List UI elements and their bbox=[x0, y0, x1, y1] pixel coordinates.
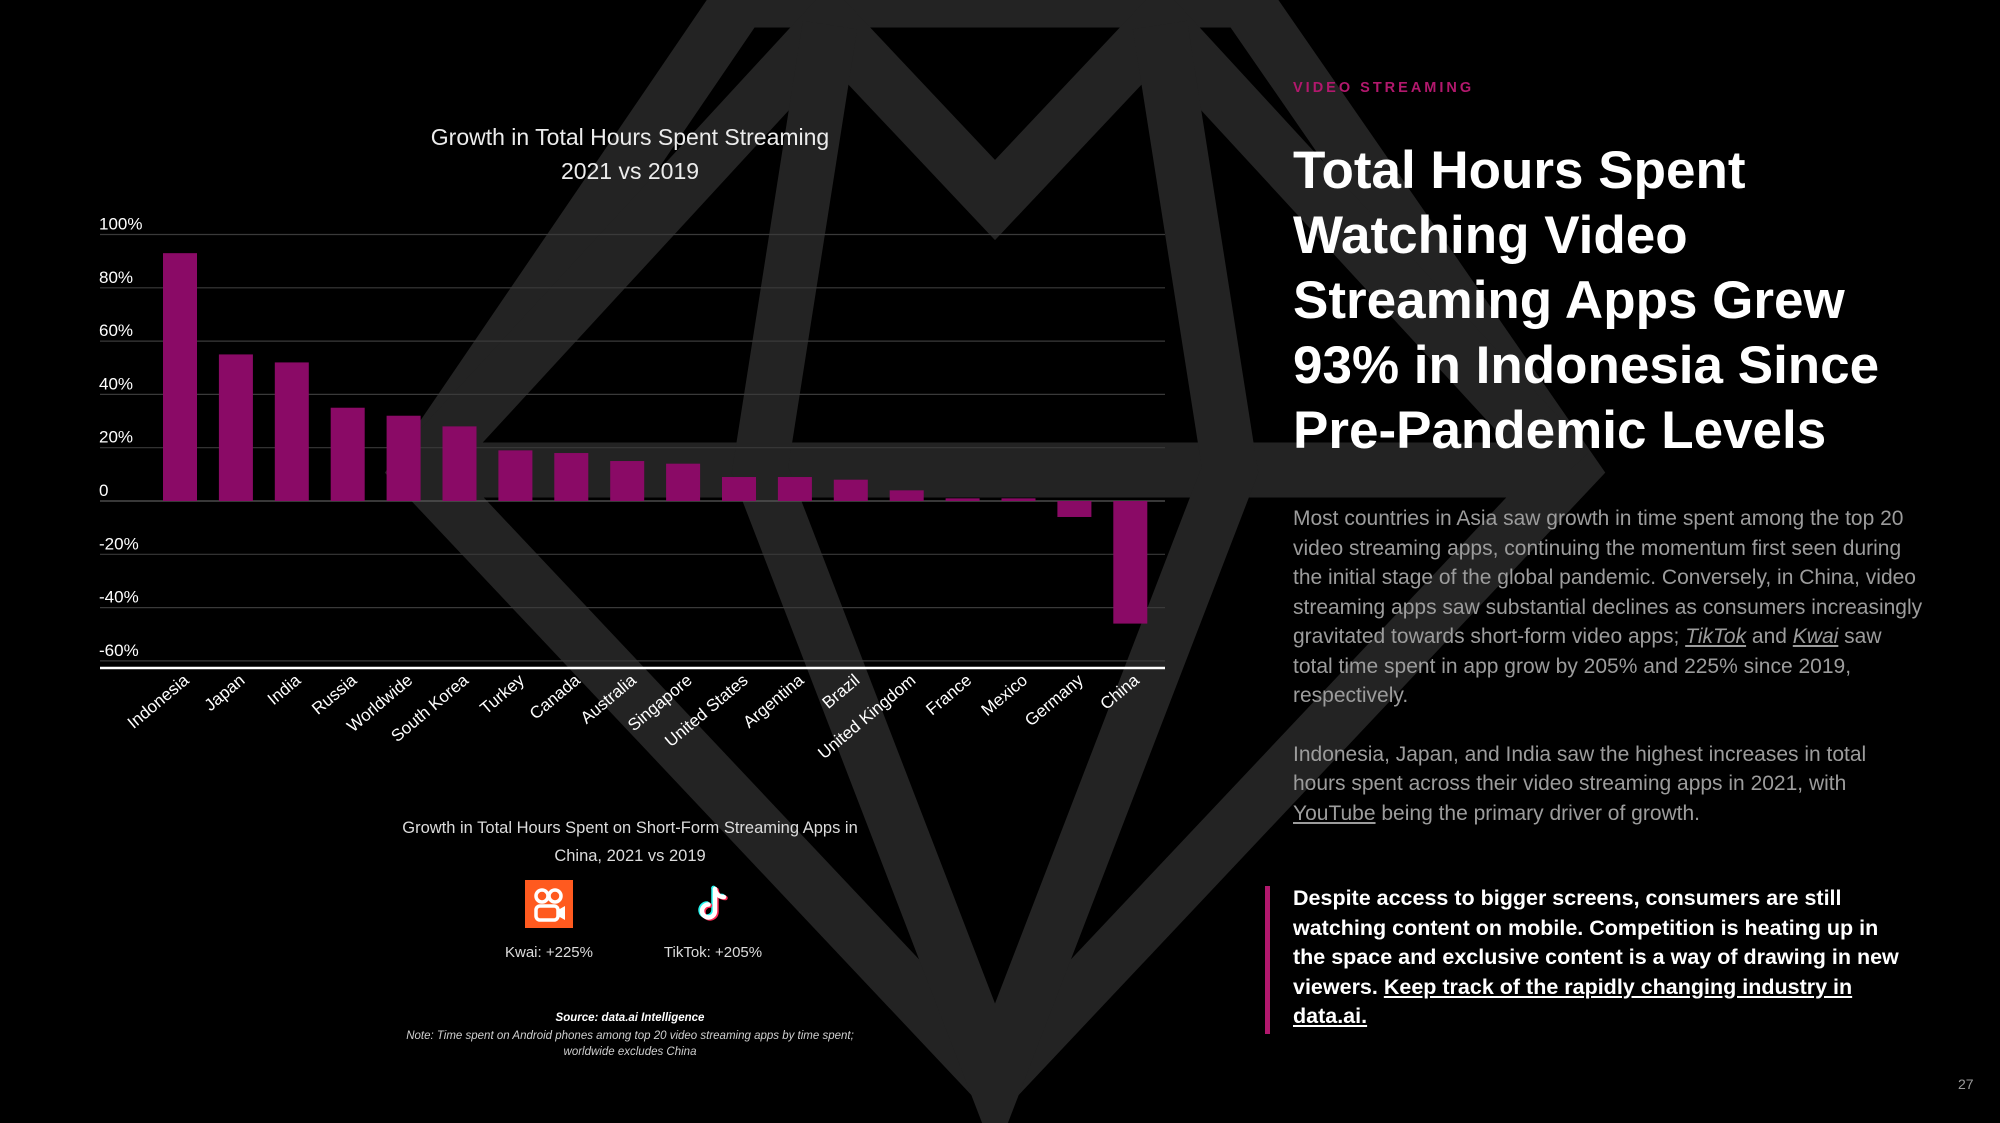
bar-worldwide bbox=[386, 415, 421, 501]
x-category-label: Turkey bbox=[476, 670, 528, 718]
data-ai-link[interactable]: Keep track of the rapidly changing indus… bbox=[1293, 974, 1853, 1029]
x-category-label: Germany bbox=[1021, 670, 1087, 730]
source-text: Source: data.ai Intelligence bbox=[555, 1012, 705, 1024]
bar-germany bbox=[1057, 501, 1092, 517]
bar-chart: 100% 80% 60% 40% 20% 0 -20% -40% -60% Indonesia J… bbox=[99, 215, 1165, 763]
p1-text-b: and bbox=[1746, 625, 1793, 648]
bar-russia bbox=[330, 407, 365, 501]
chart-title-line: Growth in Total Hours Spent Streaming bbox=[430, 124, 830, 150]
callout-accent-bar bbox=[1265, 886, 1270, 1034]
chart-gridlines bbox=[100, 233, 1165, 662]
kwai-growth-label: Kwai: +225% bbox=[505, 944, 593, 961]
body-paragraph-2: Indonesia, Japan, and India saw the high… bbox=[1293, 740, 1923, 829]
p2-text-a: Indonesia, Japan, and India saw the high… bbox=[1293, 742, 1867, 796]
bar-mexico bbox=[1001, 498, 1036, 501]
x-category-label: Russia bbox=[308, 670, 360, 718]
bar-united-kingdom bbox=[889, 490, 924, 501]
y-tick-label: -40% bbox=[99, 588, 139, 607]
x-category-label: Mexico bbox=[978, 671, 1031, 720]
x-category-label: Canada bbox=[526, 670, 584, 723]
y-tick-label: 20% bbox=[99, 428, 133, 447]
chart-bars bbox=[163, 253, 1148, 624]
bar-indonesia bbox=[163, 253, 197, 501]
bar-canada bbox=[554, 453, 589, 501]
y-tick-label: 0 bbox=[99, 481, 108, 500]
bar-singapore bbox=[666, 463, 701, 501]
kwai-logo-icon bbox=[525, 880, 573, 928]
note-text: Note: Time spent on Android phones among… bbox=[406, 1030, 854, 1058]
x-category-label: India bbox=[264, 670, 305, 709]
bar-china bbox=[1113, 501, 1148, 624]
kwai-link[interactable]: Kwai bbox=[1792, 625, 1839, 648]
bar-turkey bbox=[498, 450, 533, 501]
x-category-label: France bbox=[922, 671, 975, 720]
section-eyebrow: VIDEO STREAMING bbox=[1293, 80, 1475, 96]
tiktok-app-item: TikTok: +205% bbox=[628, 880, 798, 961]
bar-south-korea bbox=[442, 426, 477, 501]
x-category-label: Argentina bbox=[740, 670, 808, 732]
tiktok-growth-label: TikTok: +205% bbox=[663, 944, 763, 961]
tiktok-logo-icon bbox=[689, 880, 737, 928]
x-category-label: Japan bbox=[201, 671, 249, 715]
bar-japan bbox=[218, 354, 253, 501]
callout-text: Despite access to bigger screens, consum… bbox=[1293, 886, 1899, 999]
y-tick-label: 40% bbox=[99, 374, 133, 393]
short-form-chart-title: Growth in Total Hours Spent on Short-For… bbox=[402, 819, 858, 865]
bar-france bbox=[945, 498, 980, 501]
y-tick-label: 60% bbox=[99, 321, 133, 340]
y-tick-label: 100% bbox=[99, 215, 142, 234]
p1-text-a: Most countries in Asia saw growth in tim… bbox=[1293, 507, 1923, 648]
y-tick-label: 80% bbox=[99, 268, 133, 287]
x-category-label: Indonesia bbox=[124, 670, 193, 732]
kwai-app-item: Kwai: +225% bbox=[464, 880, 634, 961]
y-tick-label: -60% bbox=[99, 641, 139, 660]
p2-text-b: being the primary driver of growth. bbox=[1375, 801, 1701, 825]
bar-brazil bbox=[833, 479, 868, 501]
callout-box: Despite access to bigger screens, consum… bbox=[1293, 884, 1913, 1032]
x-category-label: Brazil bbox=[819, 671, 864, 713]
article-body: Most countries in Asia saw growth in tim… bbox=[1293, 504, 1923, 857]
p1-text-c: saw total time spent in app grow by 205%… bbox=[1293, 625, 1882, 707]
youtube-link[interactable]: YouTube bbox=[1293, 801, 1376, 825]
source-note: Source: data.ai Intelligence Note: Time … bbox=[400, 1010, 860, 1060]
chart-category-labels: Indonesia Japan India RussiaWorldwideSouth … bbox=[124, 670, 1143, 763]
bar-argentina bbox=[777, 477, 812, 501]
x-category-label: United Kingdom bbox=[814, 671, 919, 763]
bar-united-states bbox=[722, 477, 756, 501]
x-category-label: China bbox=[1097, 670, 1144, 713]
body-paragraph-1: Most countries in Asia saw growth in tim… bbox=[1293, 504, 1923, 711]
page-headline: Total Hours Spent Watching Video Streami… bbox=[1293, 141, 1880, 460]
bar-australia bbox=[610, 461, 645, 501]
y-tick-label: -20% bbox=[99, 534, 139, 553]
chart-title: Growth in Total Hours Spent Streaming 20… bbox=[380, 120, 880, 188]
tiktok-link[interactable]: TikTok bbox=[1685, 625, 1747, 648]
chart-subtitle-line: 2021 vs 2019 bbox=[560, 158, 700, 184]
chart-axes: 100% 80% 60% 40% 20% 0 -20% -40% -60% bbox=[99, 215, 1165, 670]
bar-india bbox=[274, 362, 309, 501]
page-number: 27 bbox=[1958, 1076, 1974, 1092]
